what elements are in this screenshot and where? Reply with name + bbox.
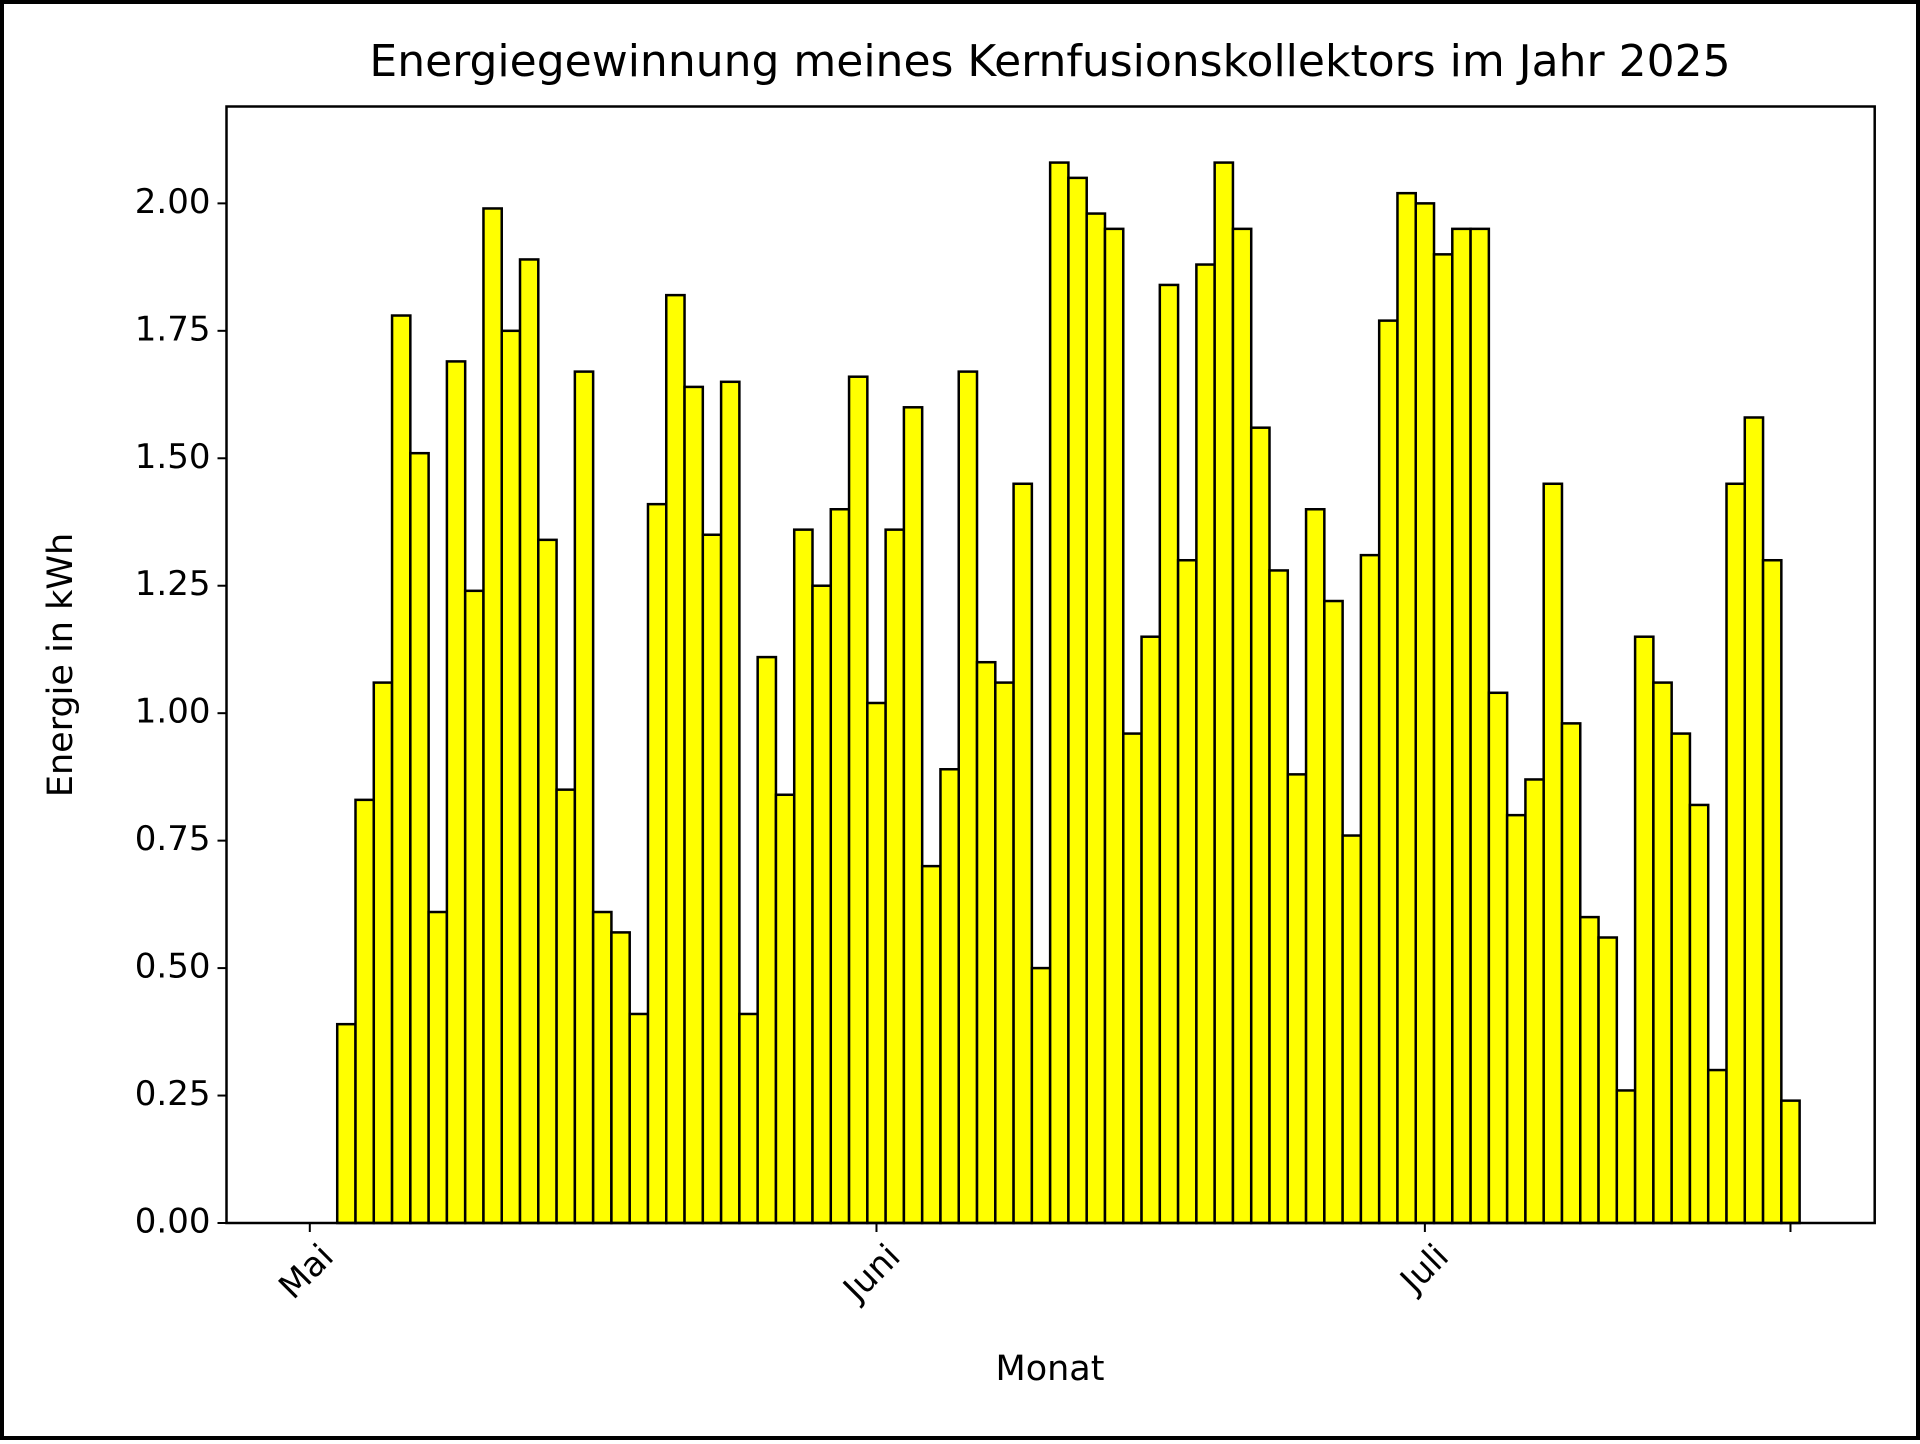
y-tick-label: 1.00 bbox=[135, 692, 211, 732]
bar bbox=[1615, 1089, 1637, 1225]
bar bbox=[719, 380, 741, 1225]
bar bbox=[500, 329, 522, 1225]
bar bbox=[1103, 227, 1125, 1225]
bar bbox=[1688, 803, 1710, 1225]
bar bbox=[1505, 813, 1527, 1225]
bar bbox=[409, 451, 430, 1225]
bar bbox=[792, 528, 814, 1225]
bar bbox=[1286, 773, 1308, 1225]
bar bbox=[463, 589, 485, 1225]
bar bbox=[354, 798, 376, 1225]
bar bbox=[665, 293, 686, 1225]
bar bbox=[1195, 263, 1216, 1225]
bar bbox=[701, 533, 723, 1225]
bar bbox=[555, 788, 577, 1225]
bar bbox=[902, 406, 924, 1225]
bar bbox=[1030, 966, 1052, 1225]
bar bbox=[1706, 1068, 1728, 1225]
bar bbox=[939, 768, 960, 1225]
bar bbox=[1396, 191, 1417, 1225]
bar bbox=[829, 508, 851, 1225]
bar bbox=[1633, 635, 1655, 1225]
bar bbox=[1670, 732, 1692, 1225]
bar bbox=[994, 681, 1015, 1225]
bar bbox=[1451, 227, 1472, 1225]
y-tick-label: 1.25 bbox=[135, 564, 211, 604]
bar bbox=[445, 360, 467, 1225]
bar bbox=[1158, 283, 1180, 1225]
bar bbox=[372, 681, 394, 1225]
bar bbox=[1213, 161, 1235, 1225]
y-axis-label: Energie in kWh bbox=[41, 533, 81, 797]
bar bbox=[610, 931, 631, 1225]
bar bbox=[1085, 212, 1107, 1225]
bar bbox=[591, 910, 613, 1225]
bar bbox=[1231, 227, 1253, 1225]
y-tick-label: 1.50 bbox=[135, 437, 211, 477]
bar bbox=[427, 910, 449, 1225]
bar bbox=[1560, 722, 1582, 1225]
bar bbox=[482, 207, 503, 1225]
bar bbox=[1469, 227, 1491, 1225]
bar bbox=[1597, 936, 1619, 1225]
bar bbox=[1176, 558, 1198, 1225]
bar bbox=[683, 385, 705, 1225]
bar bbox=[1140, 635, 1162, 1225]
y-tick-label: 0.75 bbox=[135, 819, 211, 859]
y-tick-label: 1.75 bbox=[135, 309, 211, 349]
bar bbox=[847, 375, 869, 1225]
bar bbox=[975, 660, 997, 1225]
bar bbox=[1304, 508, 1326, 1225]
bar bbox=[1487, 691, 1509, 1225]
bar bbox=[1067, 176, 1088, 1225]
bar bbox=[1122, 732, 1143, 1225]
bar bbox=[628, 1012, 650, 1225]
bar bbox=[866, 701, 887, 1225]
bar bbox=[738, 1012, 759, 1225]
y-tick-label: 0.00 bbox=[135, 1202, 211, 1242]
bar bbox=[1725, 482, 1747, 1225]
bar bbox=[1048, 161, 1070, 1225]
x-axis-label: Monat bbox=[996, 1349, 1105, 1389]
bar bbox=[774, 793, 796, 1225]
bar bbox=[1268, 569, 1290, 1225]
bar bbox=[1652, 681, 1673, 1225]
bar bbox=[335, 1022, 357, 1225]
bar bbox=[920, 864, 942, 1225]
bar bbox=[1780, 1099, 1801, 1225]
bar bbox=[518, 258, 540, 1225]
bar bbox=[1359, 553, 1381, 1225]
bar bbox=[1377, 319, 1399, 1225]
y-tick-label: 2.00 bbox=[135, 182, 211, 222]
bar bbox=[1761, 558, 1783, 1225]
bar bbox=[646, 502, 668, 1225]
y-tick-label: 0.50 bbox=[135, 947, 211, 987]
bar bbox=[1524, 778, 1545, 1225]
bar bbox=[1743, 416, 1765, 1225]
bar bbox=[1323, 599, 1344, 1225]
bar bbox=[573, 370, 595, 1225]
bar bbox=[537, 538, 558, 1225]
bar bbox=[1542, 482, 1564, 1225]
bar bbox=[811, 584, 833, 1225]
plot-frame bbox=[225, 105, 1876, 1225]
chart-title: Energiegewinnung meines Kernfusionskolle… bbox=[369, 36, 1730, 87]
bar bbox=[1432, 253, 1454, 1225]
bar bbox=[756, 655, 778, 1225]
bar bbox=[1579, 915, 1600, 1225]
bar bbox=[1012, 482, 1034, 1225]
bar bbox=[1414, 202, 1436, 1225]
bar bbox=[390, 314, 412, 1225]
bar bbox=[957, 370, 979, 1225]
bar bbox=[1341, 834, 1363, 1225]
y-tick-label: 0.25 bbox=[135, 1074, 211, 1114]
bar bbox=[884, 528, 906, 1225]
bar bbox=[1249, 426, 1271, 1225]
